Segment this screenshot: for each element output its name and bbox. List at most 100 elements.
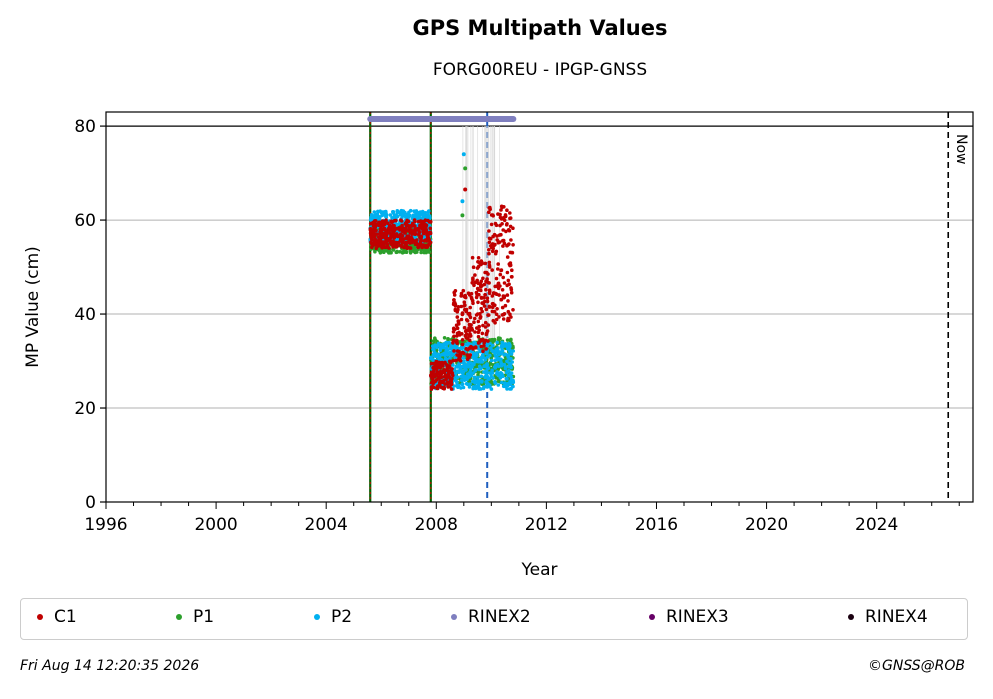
data-point-c1 bbox=[421, 230, 425, 234]
data-point-c1 bbox=[506, 243, 510, 247]
data-point-c1 bbox=[459, 304, 464, 309]
data-point-c1 bbox=[395, 226, 399, 231]
data-point-c1 bbox=[389, 219, 393, 224]
data-point-c1 bbox=[510, 268, 514, 273]
data-point-c1 bbox=[508, 211, 512, 215]
data-point-p2 bbox=[511, 384, 515, 389]
data-point-p2 bbox=[449, 346, 454, 351]
data-point-c1 bbox=[449, 387, 454, 391]
data-point-c1 bbox=[476, 255, 481, 260]
data-point-p2 bbox=[485, 370, 489, 374]
data-point-p2 bbox=[486, 366, 490, 371]
data-point-c1 bbox=[509, 238, 513, 242]
data-point-p2 bbox=[462, 361, 466, 366]
data-point-c1 bbox=[481, 276, 485, 281]
data-point-p1 bbox=[422, 248, 427, 252]
data-point-c1 bbox=[484, 307, 489, 312]
data-point-c1 bbox=[468, 305, 473, 310]
data-point-c1 bbox=[464, 347, 469, 351]
data-point-c1 bbox=[505, 208, 509, 212]
x-tick-label-2004: 2004 bbox=[305, 515, 348, 535]
data-point-c1 bbox=[419, 234, 424, 239]
data-point-c1 bbox=[487, 263, 492, 268]
data-point-c1 bbox=[503, 303, 508, 308]
data-point-p1 bbox=[505, 338, 510, 342]
data-point-c1 bbox=[500, 205, 504, 210]
data-point-p2 bbox=[374, 213, 379, 218]
data-point-c1 bbox=[460, 338, 465, 342]
data-point-p2 bbox=[495, 340, 500, 345]
data-point-c1 bbox=[464, 318, 469, 322]
data-point-c1 bbox=[460, 342, 465, 347]
data-point-p2 bbox=[472, 342, 476, 347]
data-point-c1 bbox=[469, 291, 474, 296]
y-tick-label-0: 0 bbox=[85, 493, 96, 513]
data-point-p2 bbox=[447, 340, 452, 345]
data-point-c1 bbox=[479, 279, 484, 284]
data-point-c1 bbox=[425, 233, 429, 237]
data-point-c1 bbox=[481, 323, 485, 328]
data-point-p2 bbox=[408, 208, 413, 213]
data-point-c1 bbox=[438, 366, 443, 370]
data-point-c1 bbox=[480, 331, 485, 336]
data-point-p2 bbox=[449, 353, 454, 358]
data-point-c1 bbox=[404, 221, 408, 226]
data-point-c1 bbox=[461, 288, 466, 293]
data-point-c1 bbox=[450, 376, 454, 381]
data-point-c1 bbox=[465, 357, 470, 362]
data-point-c1 bbox=[507, 228, 512, 233]
data-point-p2 bbox=[466, 343, 470, 347]
data-point-c1 bbox=[506, 278, 511, 283]
data-point-c1 bbox=[473, 345, 478, 349]
data-point-p2 bbox=[488, 341, 492, 346]
data-point-p2 bbox=[439, 345, 443, 349]
data-point-c1 bbox=[451, 373, 455, 378]
data-point-p2 bbox=[465, 377, 469, 382]
data-point-p2 bbox=[469, 361, 473, 365]
data-point-p2 bbox=[422, 212, 427, 216]
data-point-c1 bbox=[438, 383, 442, 387]
data-point-p2 bbox=[468, 370, 472, 374]
data-point-c1 bbox=[380, 228, 384, 232]
data-point-c1 bbox=[421, 243, 425, 247]
data-point-p2 bbox=[478, 366, 483, 370]
data-point-p2 bbox=[378, 215, 382, 220]
data-point-c1 bbox=[491, 246, 496, 251]
data-point-c1 bbox=[484, 287, 488, 292]
data-point-c1 bbox=[503, 214, 508, 218]
data-point-p2 bbox=[478, 349, 482, 354]
data-point-p2 bbox=[500, 380, 504, 385]
data-point-p2 bbox=[477, 379, 481, 383]
data-point-c1 bbox=[469, 323, 473, 327]
data-point-c1 bbox=[500, 222, 504, 226]
data-point-c1 bbox=[484, 347, 489, 351]
data-point-c1 bbox=[487, 260, 492, 265]
data-point-c1 bbox=[465, 328, 469, 333]
data-point-c1 bbox=[392, 226, 396, 230]
data-point-c1 bbox=[464, 332, 469, 336]
data-point-p2 bbox=[480, 353, 485, 358]
data-point-c1 bbox=[507, 282, 511, 287]
data-point-c1 bbox=[490, 294, 495, 298]
data-point-c1 bbox=[392, 218, 397, 223]
data-point-c1 bbox=[399, 218, 403, 222]
data-point-c1 bbox=[404, 244, 409, 249]
data-point-p2 bbox=[511, 378, 515, 383]
data-point-p2 bbox=[465, 372, 470, 376]
data-point-c1 bbox=[463, 295, 468, 300]
data-point-c1 bbox=[466, 291, 471, 296]
legend-marker-p1 bbox=[176, 614, 182, 620]
data-point-c1 bbox=[408, 246, 413, 250]
data-point-p2 bbox=[493, 380, 497, 384]
data-point-p2 bbox=[474, 384, 478, 389]
data-point-c1 bbox=[498, 215, 503, 220]
data-point-c1 bbox=[476, 300, 480, 305]
data-point-p2 bbox=[443, 353, 447, 358]
data-point-p2 bbox=[370, 215, 374, 219]
data-point-p2 bbox=[448, 350, 453, 355]
data-point-p2 bbox=[468, 373, 473, 378]
legend-item-p1: P1 bbox=[176, 607, 214, 627]
data-point-p2 bbox=[461, 374, 466, 378]
footer-credit: ©GNSS@ROB bbox=[868, 658, 965, 674]
data-point-c1 bbox=[486, 323, 491, 327]
